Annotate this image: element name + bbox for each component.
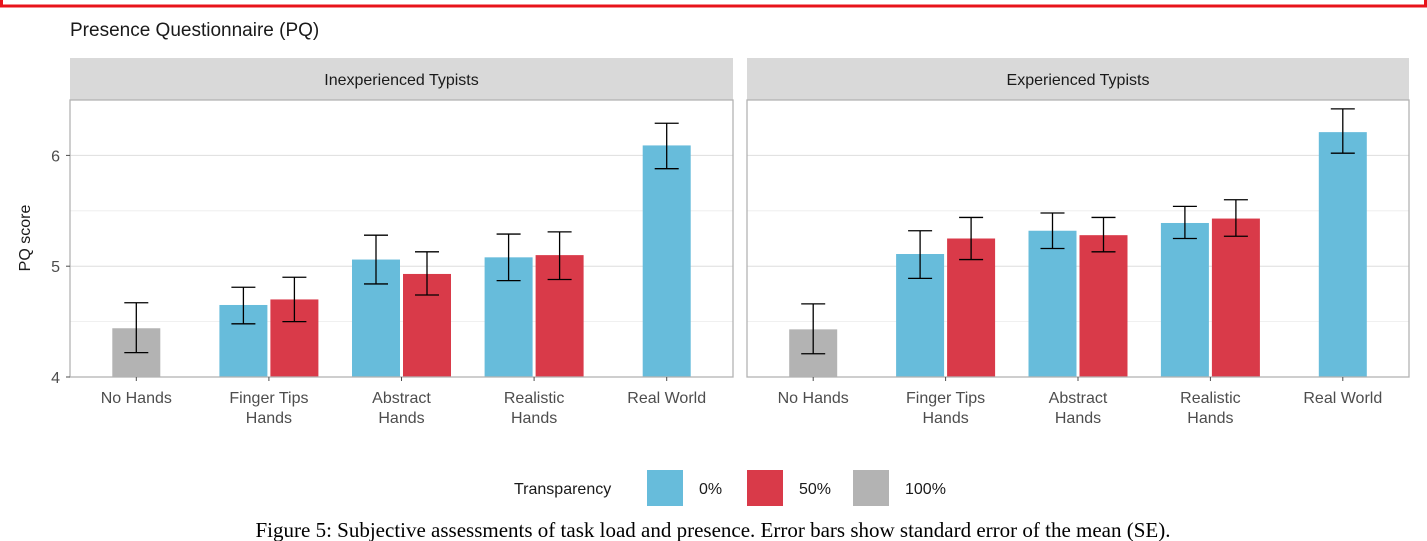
x-tick-label: Realistic (1180, 390, 1240, 407)
legend-swatch (853, 470, 889, 506)
x-tick-label: Realistic (504, 390, 564, 407)
x-tick-label: Finger Tips (906, 390, 985, 407)
x-tick-label: Hands (378, 410, 424, 427)
bar (1160, 222, 1209, 377)
legend: Transparency 0% 50% 100% (514, 470, 946, 506)
legend-swatch (647, 470, 683, 506)
x-tick-label: Hands (1055, 410, 1101, 427)
x-tick-label: Hands (922, 410, 968, 427)
x-tick-label: Hands (1187, 410, 1233, 427)
facet-strip-label: Inexperienced Typists (324, 72, 478, 89)
x-tick-label: No Hands (101, 390, 172, 407)
x-tick-label: No Hands (778, 390, 849, 407)
facet-panel-1: Experienced Typists No Hands Finger Tips Ha… (746, 58, 1410, 427)
bar (642, 145, 691, 377)
bar (1318, 132, 1367, 377)
x-tick-label: Abstract (372, 390, 431, 407)
legend-label: 50% (799, 481, 831, 498)
facet-strip (747, 58, 1409, 100)
facet-strip-label: Experienced Typists (1007, 72, 1150, 89)
bar (947, 238, 996, 377)
bar (1028, 230, 1077, 377)
legend-label: 0% (699, 481, 722, 498)
x-tick-label: Real World (627, 390, 706, 407)
x-tick-label: Hands (511, 410, 557, 427)
y-tick-label: 6 (51, 148, 60, 165)
facet-panel-0: Inexperienced Typists No Hands Finger Tips… (51, 58, 734, 427)
chart-title: Presence Questionnaire (PQ) (70, 20, 319, 41)
legend-swatch (747, 470, 783, 506)
figure-caption: Figure 5: Subjective assessments of task… (256, 518, 1171, 541)
x-tick-label: Abstract (1049, 390, 1108, 407)
legend-label: 100% (905, 481, 946, 498)
bar (1211, 218, 1260, 377)
facet-panels: Inexperienced Typists No Hands Finger Tips… (51, 58, 1410, 427)
x-tick-label: Hands (246, 410, 292, 427)
y-tick-label: 5 (51, 259, 60, 276)
facet-strip (70, 58, 733, 100)
bar (1079, 235, 1128, 377)
legend-title: Transparency (514, 481, 611, 498)
x-tick-label: Finger Tips (229, 390, 308, 407)
selection-border (0, 0, 1427, 8)
x-tick-label: Real World (1303, 390, 1382, 407)
y-axis-label: PQ score (17, 205, 34, 272)
y-tick-label: 4 (51, 370, 60, 387)
